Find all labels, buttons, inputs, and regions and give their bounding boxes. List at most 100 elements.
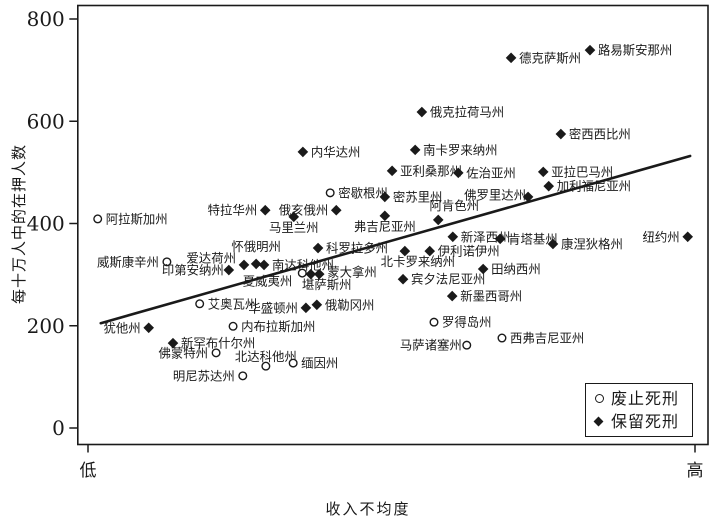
state-marker — [300, 302, 312, 314]
y-tick-label: 400 — [27, 212, 65, 236]
state-marker — [238, 371, 248, 381]
state-marker — [399, 245, 411, 257]
state-label: 艾奥瓦州 — [208, 296, 258, 311]
state-marker — [325, 188, 335, 198]
state-label: 田纳西州 — [491, 262, 541, 277]
state-marker — [311, 299, 323, 311]
state-label: 内布拉斯加州 — [241, 319, 315, 334]
state-label: 犹他州 — [104, 320, 141, 335]
state-marker — [297, 146, 309, 158]
state-marker — [258, 259, 270, 271]
state-label: 威斯康辛州 — [97, 254, 159, 269]
state-marker — [452, 167, 464, 179]
state-label: 蒙大拿州 — [327, 265, 377, 280]
x-tick-label-high: 高 — [686, 461, 704, 481]
state-label: 内华达州 — [311, 144, 361, 159]
state-label: 密歇根州 — [338, 185, 388, 200]
state-label: 伊利诺伊州 — [438, 244, 500, 259]
state-marker — [543, 180, 555, 192]
state-marker — [494, 233, 506, 245]
state-marker — [522, 191, 534, 203]
state-label: 华盛顿州 — [248, 300, 298, 315]
state-marker — [259, 204, 271, 216]
state-marker — [397, 273, 409, 285]
state-label: 俄克拉荷马州 — [430, 105, 504, 120]
state-label: 科罗拉多州 — [326, 241, 388, 256]
state-label: 北达科他州 — [235, 349, 297, 364]
state-label: 新墨西哥州 — [460, 289, 522, 304]
plot-border — [77, 4, 709, 446]
state-marker — [238, 259, 250, 271]
state-marker — [462, 340, 472, 350]
state-marker — [288, 358, 298, 368]
state-label: 佐治亚州 — [466, 165, 516, 180]
state-marker — [379, 210, 391, 222]
state-label: 康涅狄格州 — [561, 236, 623, 251]
x-tick-label-low: 低 — [79, 461, 97, 481]
state-marker — [537, 166, 549, 178]
state-label: 纽约州 — [643, 229, 680, 244]
legend-label-retained: 保留死刑 — [611, 411, 680, 431]
state-marker — [211, 348, 221, 358]
state-marker — [446, 290, 458, 302]
legend: 废止死刑 保留死刑 — [585, 383, 693, 437]
diamond-marker-icon — [593, 416, 611, 427]
state-marker — [162, 257, 172, 267]
state-marker — [288, 211, 300, 223]
state-label: 特拉华州 — [208, 203, 258, 218]
state-marker — [477, 263, 489, 275]
state-label: 印第安纳州 — [162, 263, 224, 278]
state-marker — [297, 268, 307, 278]
state-marker — [330, 204, 342, 216]
state-label: 西弗吉尼亚州 — [510, 331, 584, 346]
state-label: 夏威夷州 — [243, 274, 293, 289]
circle-marker-icon — [595, 394, 611, 403]
state-label: 南卡罗来纳州 — [423, 142, 497, 157]
state-label: 弗吉尼亚州 — [354, 219, 416, 234]
state-label: 俄勒冈州 — [325, 297, 375, 312]
state-marker — [505, 52, 517, 64]
legend-item-abolished: 废止死刑 — [595, 388, 692, 408]
y-tick-label: 800 — [27, 7, 65, 31]
state-label: 马萨诸塞州 — [400, 338, 462, 353]
state-marker — [555, 128, 567, 140]
state-label: 马里兰州 — [269, 220, 319, 235]
state-label: 罗得岛州 — [442, 315, 492, 330]
state-marker — [312, 242, 324, 254]
y-tick-label: 600 — [27, 109, 65, 133]
state-label: 爱达荷州 — [186, 250, 236, 265]
state-marker — [429, 317, 439, 327]
legend-item-retained: 保留死刑 — [593, 411, 692, 431]
state-marker — [313, 268, 325, 280]
y-tick-label: 0 — [52, 416, 65, 440]
state-label: 肯塔基州 — [508, 231, 558, 246]
state-marker — [416, 106, 428, 118]
state-marker — [250, 258, 262, 270]
state-marker — [143, 322, 154, 334]
state-marker — [223, 264, 235, 276]
y-tick-label: 200 — [27, 314, 65, 338]
state-label: 怀俄明州 — [231, 239, 281, 254]
state-label: 俄亥俄州 — [279, 203, 329, 218]
legend-label-abolished: 废止死刑 — [611, 388, 680, 408]
state-label: 亚拉巴马州 — [551, 164, 613, 179]
state-marker — [432, 214, 444, 226]
state-label: 北卡罗来纳州 — [381, 254, 455, 269]
y-axis-title: 每十万人中的在押人数 — [10, 143, 28, 304]
state-marker — [261, 361, 271, 371]
state-label: 密苏里州 — [393, 189, 443, 204]
state-label: 德克萨斯州 — [519, 50, 581, 65]
state-marker — [682, 231, 694, 243]
state-marker — [409, 144, 421, 156]
state-marker — [386, 165, 398, 177]
state-label: 密西西比州 — [569, 127, 631, 142]
state-marker — [167, 337, 179, 349]
state-marker — [195, 299, 205, 309]
state-label: 路易斯安那州 — [598, 43, 672, 58]
state-label: 亚利桑那州 — [400, 163, 462, 178]
x-axis-title: 收入不均度 — [325, 500, 411, 518]
state-marker — [379, 191, 391, 203]
state-label: 加利福尼亚州 — [557, 179, 631, 194]
